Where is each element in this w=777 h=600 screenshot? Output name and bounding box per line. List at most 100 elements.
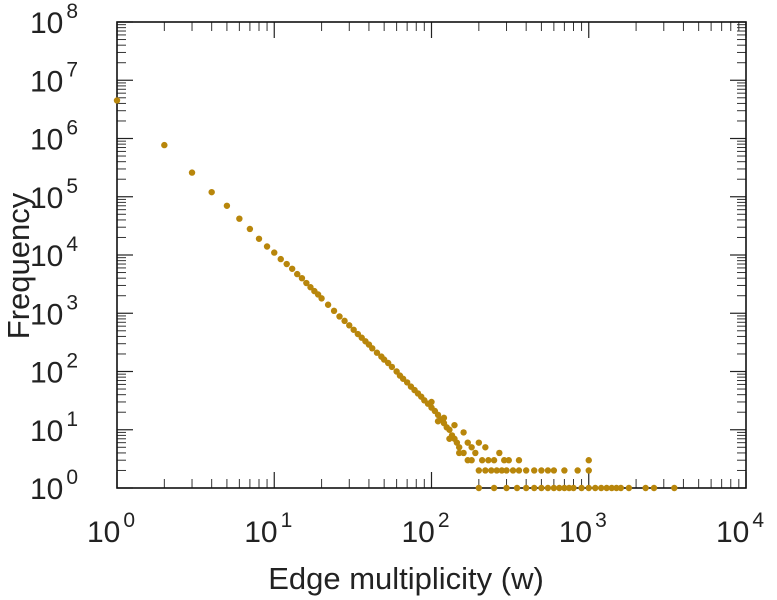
data-point: [585, 467, 592, 474]
data-point: [490, 457, 498, 464]
data-point: [446, 435, 453, 442]
data-point: [531, 484, 538, 492]
data-point: [208, 188, 215, 196]
data-point: [598, 484, 605, 492]
data-point: [330, 307, 338, 315]
data-point: [556, 484, 563, 492]
scatter-series: [113, 97, 678, 492]
data-point: [369, 345, 376, 352]
data-point: [565, 484, 573, 492]
data-point: [561, 467, 568, 474]
data-point: [403, 379, 411, 386]
data-point: [544, 484, 552, 492]
data-point: [550, 484, 558, 492]
data-point: [485, 457, 492, 464]
data-point: [578, 484, 585, 492]
data-point: [223, 202, 231, 209]
data-point: [472, 449, 479, 457]
data-point: [538, 467, 545, 474]
y-axis-label: Frequency: [1, 192, 36, 339]
x-axis-label: Edge multiplicity (w): [268, 561, 544, 596]
data-point: [671, 484, 678, 492]
data-point: [515, 467, 523, 474]
data-point: [625, 484, 633, 492]
data-point: [263, 243, 271, 250]
data-point: [570, 484, 577, 492]
data-point: [303, 279, 310, 287]
data-point: [503, 467, 510, 474]
data-point: [464, 439, 471, 446]
data-point: [650, 484, 658, 492]
data-point: [307, 284, 314, 291]
data-point: [350, 326, 357, 333]
data-point: [346, 322, 353, 329]
data-point: [509, 467, 517, 474]
data-point: [475, 484, 483, 492]
data-point: [617, 484, 625, 492]
data-point: [455, 449, 463, 457]
data-point: [503, 484, 510, 492]
data-point: [522, 484, 530, 492]
data-point: [608, 484, 615, 492]
data-point: [188, 169, 196, 176]
data-point: [482, 444, 489, 451]
data-point: [585, 457, 592, 464]
data-point: [434, 418, 442, 425]
data-point: [113, 97, 121, 104]
data-point: [592, 484, 599, 492]
data-point: [318, 295, 325, 302]
data-point: [288, 265, 296, 272]
data-point: [501, 457, 508, 464]
data-point: [446, 426, 453, 433]
data-point: [283, 260, 290, 268]
data-point: [475, 439, 483, 446]
data-point: [298, 274, 306, 282]
data-point: [482, 467, 489, 474]
data-point: [455, 444, 463, 451]
data-point: [490, 484, 498, 492]
data-point: [538, 484, 545, 492]
data-point: [341, 317, 348, 325]
data-point: [603, 484, 610, 492]
data-point: [271, 249, 278, 256]
data-point: [246, 225, 254, 233]
data-point: [277, 255, 284, 263]
data-point: [585, 484, 592, 492]
data-point: [460, 429, 467, 436]
data-point: [324, 301, 332, 308]
data-point: [550, 467, 558, 474]
data-point: [428, 398, 435, 406]
data-point: [613, 484, 620, 492]
data-point: [522, 467, 530, 474]
data-point: [515, 457, 523, 464]
minor-ticks: [117, 22, 746, 488]
y-tick-label: 10 7: [30, 58, 78, 98]
data-point: [236, 215, 243, 222]
data-point: [468, 444, 475, 451]
data-point: [496, 449, 503, 457]
data-point: [388, 363, 396, 371]
data-point: [561, 484, 568, 492]
data-point: [493, 467, 500, 474]
data-point: [440, 414, 448, 422]
data-point: [294, 270, 301, 278]
plot-frame: [116, 21, 747, 489]
data-point: [475, 467, 483, 474]
data-point: [460, 449, 467, 457]
data-point: [574, 467, 581, 474]
data-point: [642, 484, 649, 492]
data-point: [544, 467, 552, 474]
data-point: [488, 467, 495, 474]
data-point: [505, 457, 512, 464]
data-point: [255, 235, 263, 242]
data-point: [531, 467, 538, 474]
data-point: [373, 349, 381, 356]
data-point: [513, 484, 521, 492]
data-point: [498, 467, 506, 474]
data-point: [468, 457, 475, 464]
data-point: [478, 457, 486, 464]
data-point: [451, 421, 458, 429]
